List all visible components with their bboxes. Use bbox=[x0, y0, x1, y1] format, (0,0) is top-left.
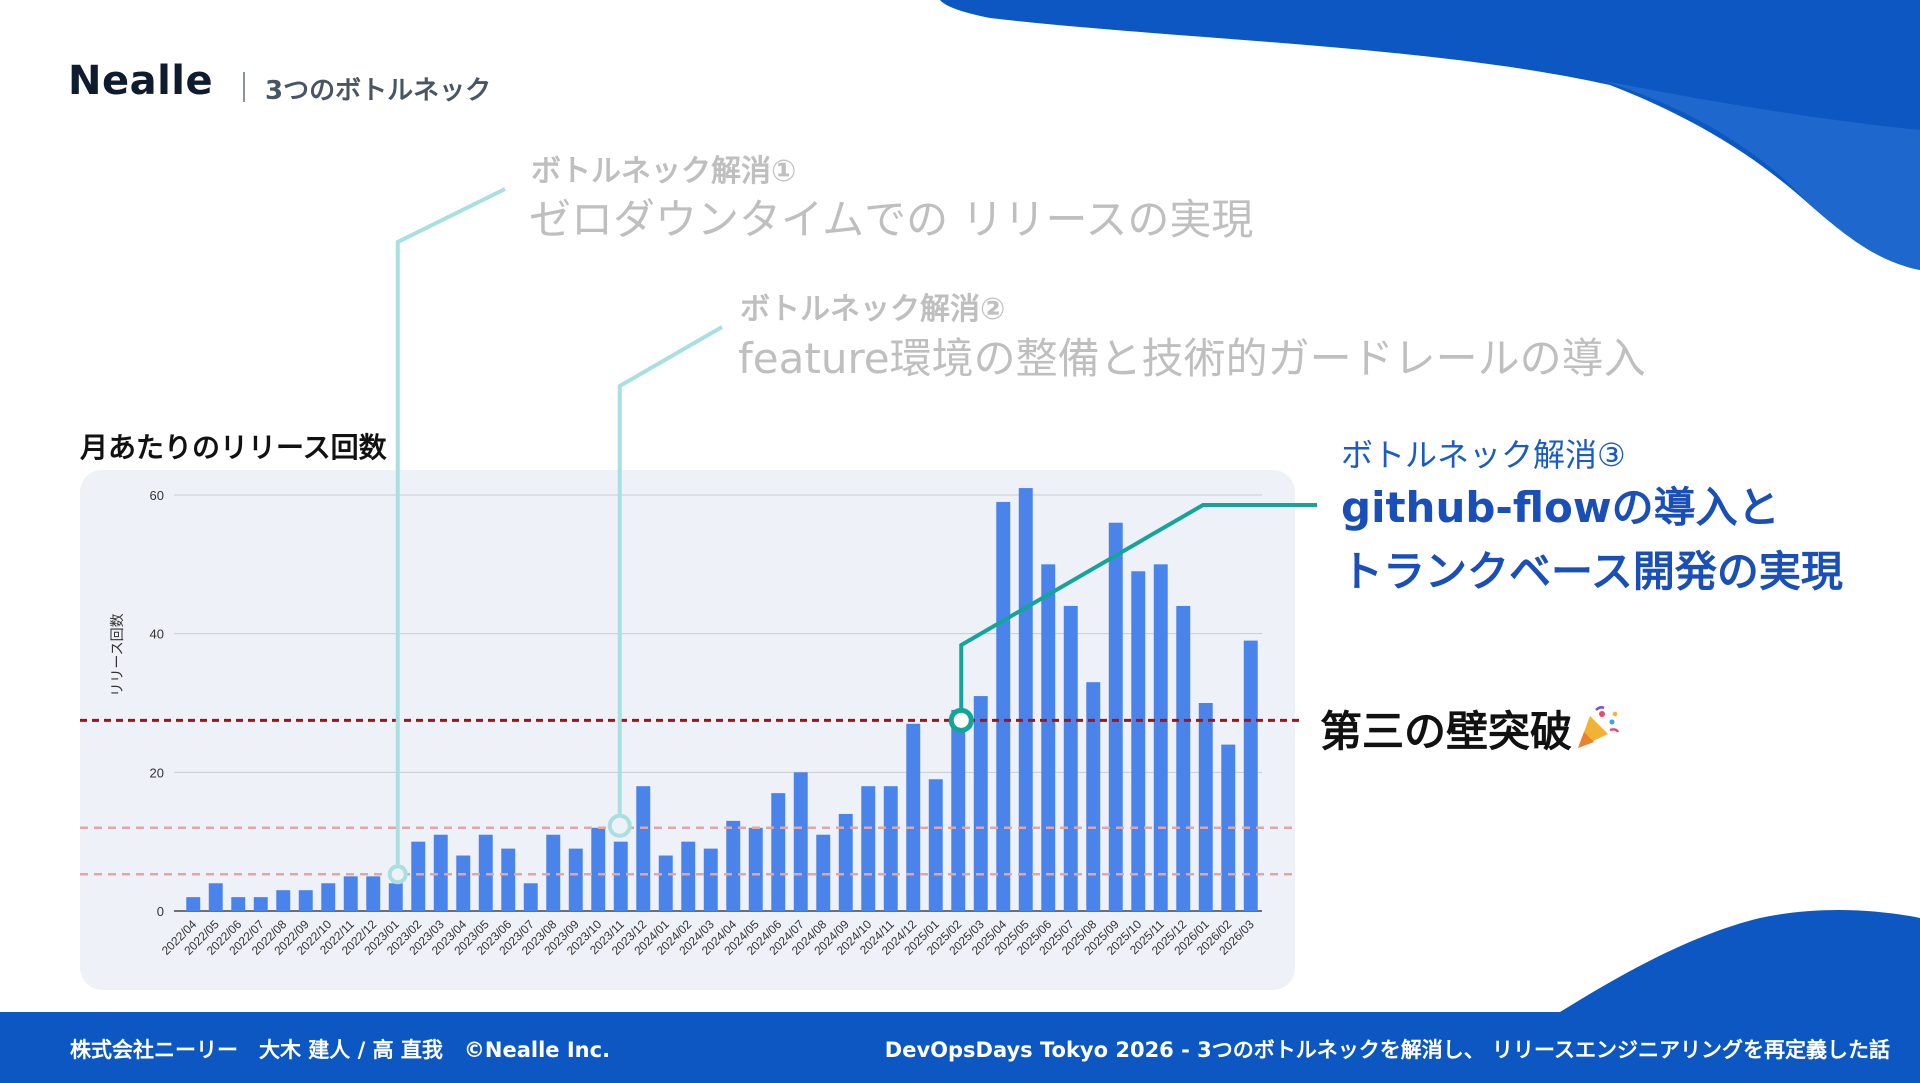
section-title: 3つのボトルネック bbox=[265, 76, 492, 106]
bar bbox=[478, 834, 493, 911]
bar bbox=[1153, 564, 1168, 911]
bottleneck-3-text-line1: github-flowの導入と bbox=[1341, 483, 1780, 532]
bar bbox=[1131, 571, 1146, 911]
bar bbox=[861, 786, 876, 911]
bar bbox=[973, 696, 988, 911]
bar bbox=[411, 841, 426, 911]
bar bbox=[591, 827, 606, 911]
bottleneck-1-heading: ボトルネック解消① bbox=[531, 154, 797, 189]
bar bbox=[1018, 488, 1033, 911]
bar bbox=[388, 883, 403, 911]
chart-title: 月あたりのリリース回数 bbox=[80, 431, 387, 464]
bar bbox=[523, 883, 538, 911]
bar bbox=[748, 827, 763, 911]
bottleneck-2-text: feature環境の整備と技術的ガードレールの導入 bbox=[738, 334, 1646, 383]
bar bbox=[456, 855, 471, 911]
bar bbox=[816, 834, 831, 911]
bar bbox=[726, 820, 741, 911]
company-logo: Nealle bbox=[68, 58, 214, 104]
bar bbox=[568, 848, 583, 911]
bar bbox=[321, 883, 336, 911]
bar bbox=[186, 897, 201, 911]
bar bbox=[231, 897, 246, 911]
bar bbox=[636, 786, 651, 911]
bar bbox=[276, 890, 291, 911]
bar bbox=[546, 834, 561, 911]
y-tick-label: 0 bbox=[157, 904, 164, 919]
bar bbox=[1086, 682, 1101, 911]
milestone-marker-2 bbox=[607, 813, 632, 838]
wall-breakthrough-label: 第三の壁突破 bbox=[1320, 698, 1620, 759]
bar bbox=[298, 890, 313, 911]
bar bbox=[883, 786, 898, 911]
bar bbox=[1198, 703, 1213, 911]
header-divider bbox=[243, 72, 245, 102]
bar bbox=[208, 883, 223, 911]
bar bbox=[681, 841, 696, 911]
bar bbox=[253, 897, 268, 911]
bar bbox=[433, 834, 448, 911]
bar bbox=[951, 709, 966, 911]
connector-line-2 bbox=[617, 325, 723, 816]
connector-line-3 bbox=[959, 503, 1317, 709]
milestone-marker-3 bbox=[948, 707, 974, 733]
bottleneck-3-heading: ボトルネック解消③ bbox=[1341, 436, 1626, 474]
bottleneck-1-text: ゼロダウンタイムでの リリースの実現 bbox=[529, 195, 1254, 244]
bar bbox=[771, 793, 786, 911]
y-axis-label: リリース回数 bbox=[109, 613, 125, 696]
bar bbox=[1176, 605, 1191, 911]
milestone-marker-1 bbox=[387, 864, 408, 885]
bar bbox=[501, 848, 516, 911]
bar bbox=[996, 501, 1011, 911]
wall-text: 第三の壁突破 bbox=[1320, 707, 1573, 756]
bar bbox=[613, 841, 628, 911]
bar bbox=[366, 876, 381, 911]
bar bbox=[1108, 522, 1123, 911]
footer-credits: 株式会社ニーリー 大木 建人 / 高 直我 ©Nealle Inc. bbox=[70, 1038, 611, 1062]
bottleneck-3-text-line2: トランクベース開発の実現 bbox=[1341, 547, 1843, 596]
footer: 株式会社ニーリー 大木 建人 / 高 直我 ©Nealle Inc. DevOp… bbox=[0, 1012, 1920, 1083]
bar bbox=[906, 723, 921, 911]
y-tick-label: 60 bbox=[150, 488, 164, 503]
bar bbox=[1063, 605, 1078, 911]
footer-event-title: DevOpsDays Tokyo 2026 - 3つのボトルネックを解消し、 リ… bbox=[884, 1038, 1890, 1062]
bar bbox=[343, 876, 358, 911]
bar bbox=[1041, 564, 1056, 911]
bar bbox=[793, 772, 808, 911]
connector-line-1 bbox=[395, 187, 506, 865]
party-popper-icon bbox=[1572, 704, 1620, 752]
bar bbox=[838, 813, 853, 911]
y-tick-label: 20 bbox=[150, 765, 164, 780]
y-tick-label: 40 bbox=[150, 627, 164, 642]
bottleneck-2-heading: ボトルネック解消② bbox=[740, 292, 1006, 327]
bar bbox=[703, 848, 718, 911]
bar bbox=[658, 855, 673, 911]
bar bbox=[928, 779, 943, 911]
bar bbox=[1243, 640, 1258, 911]
